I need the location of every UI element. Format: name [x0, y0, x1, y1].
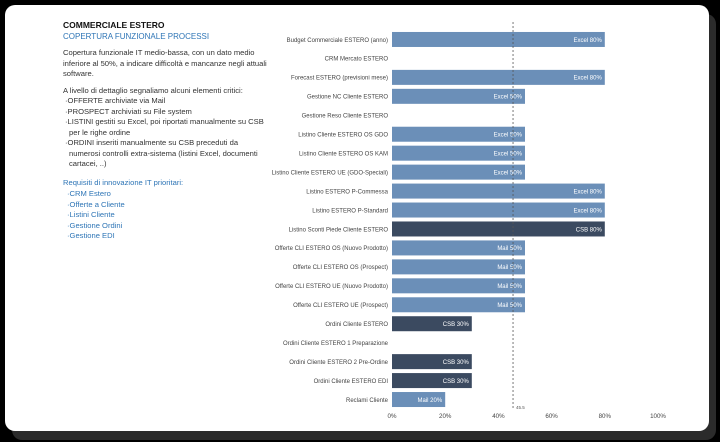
list-item: ·LISTINI gestiti su Excel, poi riportati…: [65, 117, 264, 137]
bar: [392, 183, 605, 199]
category-label: Listino Cliente ESTERO OS GDO: [298, 133, 388, 139]
bar: [392, 164, 525, 180]
bar-data-label: Excel 80%: [573, 76, 602, 82]
bar-data-label: Mail 50%: [497, 265, 522, 271]
bar-data-label: Mail 20%: [418, 398, 443, 404]
category-label: Offerte CLI ESTERO OS (Nuovo Prodotto): [275, 246, 388, 252]
panel-subtitle: COPERTURA FUNZIONALE PROCESSI: [63, 32, 210, 41]
list-item: ·PROSPECT archiviati su File system: [65, 106, 192, 116]
intro-paragraph: Copertura funzionale IT medio-bassa, con…: [63, 48, 267, 78]
bar-data-label: Mail 50%: [497, 284, 522, 290]
bar: [392, 69, 605, 85]
bar-data-label: Excel 80%: [573, 208, 602, 214]
bar-data-label: Excel 50%: [494, 95, 523, 101]
category-label: Budget Commerciale ESTERO (anno): [287, 38, 388, 44]
list-item: ·OFFERTE archiviate via Mail: [65, 96, 166, 105]
category-label: Reclami Cliente: [346, 398, 389, 404]
bar-data-label: Excel 50%: [494, 170, 523, 176]
category-label: Offerte CLI ESTERO UE (Prospect): [293, 303, 388, 309]
category-label: Ordini Cliente ESTERO 2 Pre-Ordine: [289, 360, 388, 366]
bar: [392, 126, 525, 142]
category-label: Listino Cliente ESTERO OS KAM: [299, 151, 388, 157]
list-item: ·Listini Cliente: [67, 210, 115, 219]
category-label: Listino Sconti Piede Cliente ESTERO: [289, 227, 389, 233]
category-label: Gestione NC Cliente ESTERO: [307, 95, 388, 101]
category-label: Listino ESTERO P-Commessa: [306, 189, 388, 195]
requirements-title: Requisiti di innovazione IT prioritari:: [63, 177, 184, 187]
category-label: Listino ESTERO P-Standard: [312, 208, 388, 214]
category-label: Listino Cliente ESTERO UE (GDO-Speciali): [272, 170, 388, 176]
x-tick-label: 80%: [599, 413, 612, 420]
bar-data-label: CSB 30%: [443, 322, 470, 328]
category-label: Ordini Cliente ESTERO EDI: [314, 379, 389, 385]
bar-data-label: CSB 30%: [443, 379, 470, 385]
list-item: ·ORDINI inseriti manualmente su CSB prec…: [65, 138, 258, 168]
category-label: Offerte CLI ESTERO OS (Prospect): [293, 265, 388, 271]
bar: [392, 373, 472, 389]
category-label: Offerte CLI ESTERO UE (Nuovo Prodotto): [275, 284, 388, 290]
category-label: CRM Mercato ESTERO: [325, 57, 389, 63]
bar-data-label: CSB 80%: [576, 227, 603, 233]
bar: [392, 88, 525, 104]
x-tick-label: 0%: [388, 413, 397, 420]
bar-data-label: Excel 80%: [573, 38, 602, 44]
bar: [392, 240, 525, 256]
bar: [392, 31, 605, 47]
x-tick-label: 60%: [545, 413, 558, 420]
bar-data-label: Mail 50%: [497, 246, 522, 252]
list-item: ·Gestione Ordini: [67, 220, 123, 230]
bar: [392, 259, 525, 275]
reference-line-label: 45.5: [516, 405, 525, 410]
bar: [392, 202, 605, 218]
bar-data-label: Excel 80%: [573, 189, 602, 195]
category-label: Gestione Reso Cliente ESTERO: [302, 114, 389, 120]
bar: [392, 392, 446, 408]
list-item: ·Offerte a Cliente: [67, 199, 125, 209]
requirements-list: ·CRM Estero ·Offerte a Cliente ·Listini …: [63, 189, 268, 242]
bar-data-label: Excel 50%: [494, 133, 523, 139]
category-label: Ordini Cliente ESTERO 1 Preparazione: [283, 341, 389, 347]
x-tick-label: 20%: [439, 413, 452, 420]
x-tick-label: 100%: [650, 413, 666, 420]
category-label: Forecast ESTERO (previsioni mese): [291, 76, 388, 82]
bar-data-label: CSB 30%: [443, 360, 470, 366]
list-item: ·Gestione EDI: [67, 231, 115, 240]
list-item: ·CRM Estero: [67, 189, 111, 198]
bar: [392, 316, 472, 332]
details-intro: A livello di dettaglio segnaliamo alcuni…: [63, 85, 243, 95]
details-list: ·OFFERTE archiviate via Mail ·PROSPECT a…: [63, 96, 268, 170]
x-tick-label: 40%: [492, 413, 505, 420]
bar-data-label: Mail 50%: [497, 303, 522, 309]
bar: [392, 145, 525, 161]
bar-data-label: Excel 50%: [494, 151, 523, 157]
bar: [392, 297, 525, 313]
panel-title: COMMERCIALE ESTERO: [63, 20, 165, 30]
bar: [392, 354, 472, 370]
text-panel: COMMERCIALE ESTERO COPERTURA FUNZIONALE …: [63, 20, 268, 242]
category-label: Ordini Cliente ESTERO: [325, 322, 388, 328]
bar: [392, 221, 605, 237]
bar: [392, 278, 525, 294]
